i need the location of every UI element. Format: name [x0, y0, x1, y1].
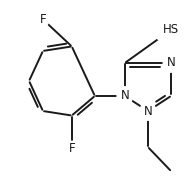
- Ellipse shape: [140, 102, 156, 120]
- Ellipse shape: [163, 54, 179, 72]
- Text: HS: HS: [163, 23, 179, 36]
- Text: F: F: [69, 142, 75, 155]
- Text: N: N: [167, 57, 175, 69]
- Ellipse shape: [37, 12, 49, 27]
- Ellipse shape: [66, 141, 78, 156]
- Text: F: F: [40, 13, 46, 26]
- Text: N: N: [120, 90, 129, 103]
- Ellipse shape: [117, 87, 133, 105]
- Ellipse shape: [152, 17, 190, 43]
- Text: N: N: [144, 105, 152, 118]
